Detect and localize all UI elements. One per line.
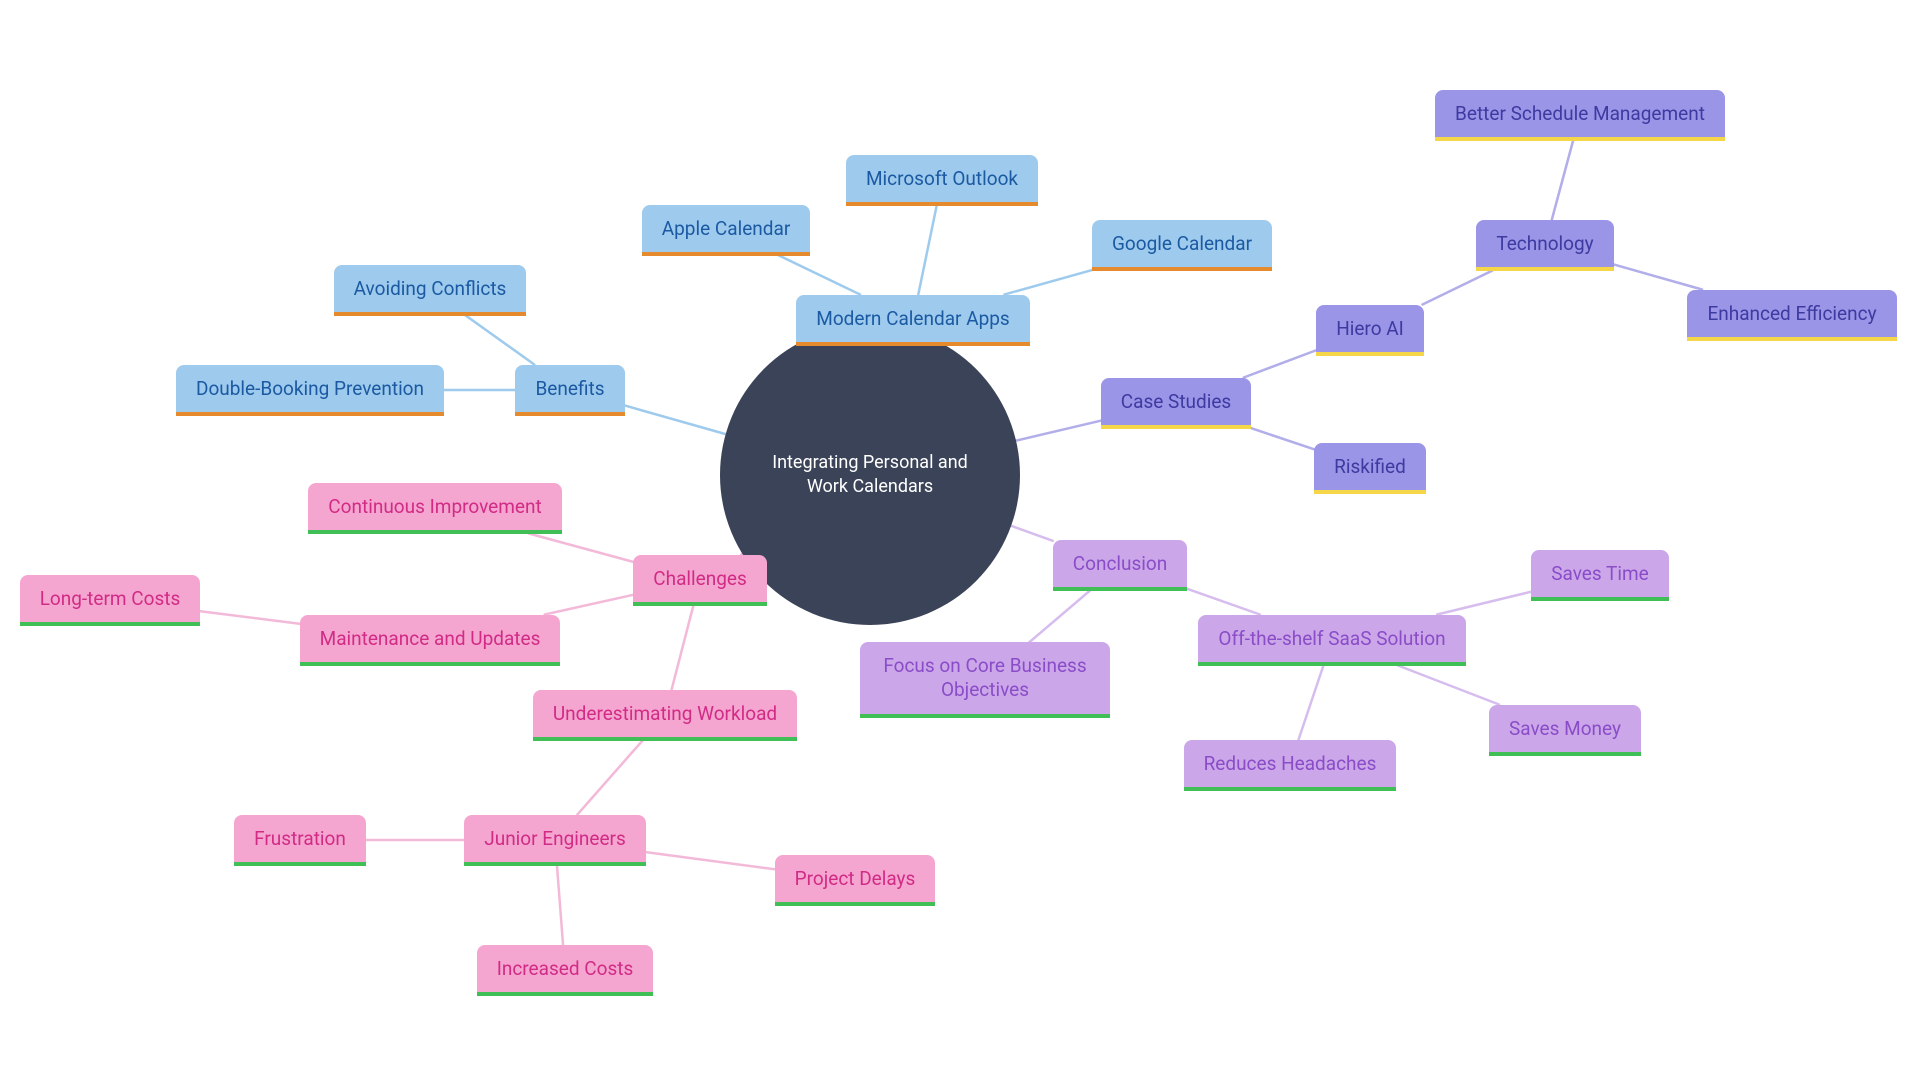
node-concl: Conclusion bbox=[1053, 540, 1188, 591]
edge-CENTER-concl bbox=[1011, 526, 1053, 541]
node-maint: Maintenance and Updates bbox=[300, 615, 561, 666]
edge-chal-cimp bbox=[529, 534, 633, 562]
node-eff: Enhanced Efficiency bbox=[1687, 290, 1896, 341]
edge-apps-google bbox=[1004, 270, 1091, 294]
edge-cases-hiero bbox=[1244, 350, 1316, 377]
edge-maint-ltc bbox=[200, 611, 299, 623]
node-apple: Apple Calendar bbox=[642, 205, 811, 256]
edge-jeng-icost bbox=[557, 866, 563, 945]
node-icost: Increased Costs bbox=[477, 945, 654, 996]
edge-under-jeng bbox=[577, 741, 642, 815]
node-chal: Challenges bbox=[633, 555, 767, 606]
node-benefits: Benefits bbox=[515, 365, 624, 416]
edge-concl-focus bbox=[1029, 591, 1090, 643]
node-smoney: Saves Money bbox=[1489, 705, 1641, 756]
node-sched: Better Schedule Management bbox=[1435, 90, 1725, 141]
node-cases: Case Studies bbox=[1101, 378, 1251, 429]
node-jeng: Junior Engineers bbox=[464, 815, 646, 866]
node-pdel: Project Delays bbox=[775, 855, 936, 906]
node-stime: Saves Time bbox=[1531, 550, 1668, 601]
edge-tech-eff bbox=[1614, 264, 1702, 289]
edge-chal-maint bbox=[545, 595, 633, 615]
edge-chal-under bbox=[672, 606, 694, 690]
edge-saas-head bbox=[1299, 666, 1324, 740]
edge-cases-risk bbox=[1251, 428, 1314, 449]
node-tech: Technology bbox=[1476, 220, 1613, 271]
node-focus: Focus on Core Business Objectives bbox=[860, 642, 1110, 718]
node-apps: Modern Calendar Apps bbox=[796, 295, 1030, 346]
node-ltc: Long-term Costs bbox=[20, 575, 201, 626]
edge-apps-apple bbox=[779, 256, 860, 295]
edge-saas-stime bbox=[1437, 592, 1531, 615]
node-frus: Frustration bbox=[234, 815, 366, 866]
edge-saas-smoney bbox=[1398, 666, 1499, 705]
edge-tech-sched bbox=[1552, 141, 1573, 220]
node-under: Underestimating Workload bbox=[533, 690, 797, 741]
node-risk: Riskified bbox=[1314, 443, 1426, 494]
node-avoid: Avoiding Conflicts bbox=[334, 265, 527, 316]
edge-CENTER-cases bbox=[1016, 421, 1101, 441]
node-hiero: Hiero AI bbox=[1316, 305, 1424, 356]
node-outlook: Microsoft Outlook bbox=[846, 155, 1038, 206]
node-cimp: Continuous Improvement bbox=[308, 483, 561, 534]
node-google: Google Calendar bbox=[1092, 220, 1272, 271]
node-saas: Off-the-shelf SaaS Solution bbox=[1198, 615, 1465, 666]
edge-jeng-pdel bbox=[646, 852, 775, 869]
edge-CENTER-benefits bbox=[625, 405, 726, 434]
mindmap-canvas: Integrating Personal and Work CalendarsB… bbox=[0, 0, 1920, 1080]
node-dbl: Double-Booking Prevention bbox=[176, 365, 444, 416]
edge-benefits-avoid bbox=[466, 316, 535, 365]
node-head: Reduces Headaches bbox=[1184, 740, 1397, 791]
edge-hiero-tech bbox=[1422, 271, 1492, 305]
edge-concl-saas bbox=[1187, 589, 1260, 615]
edge-apps-outlook bbox=[918, 206, 936, 295]
